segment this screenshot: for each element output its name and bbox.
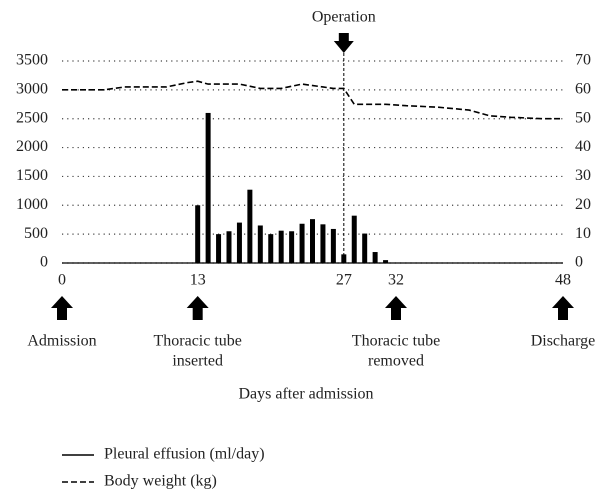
bar: [372, 252, 378, 263]
bar: [362, 233, 368, 263]
y-tick-label: 2000: [16, 138, 48, 155]
event-label: Admission: [27, 333, 96, 350]
bar: [247, 189, 253, 263]
y-tick-label: 500: [24, 225, 48, 242]
bar: [226, 231, 232, 263]
x-axis-label: Days after admission: [238, 386, 373, 403]
event-label: removed: [368, 353, 424, 370]
y-tick-label: 1000: [16, 196, 48, 213]
y2-tick-label: 10: [575, 225, 591, 242]
x-tick-label: 27: [336, 272, 352, 289]
event-arrow: [552, 296, 574, 320]
y2-tick-label: 0: [575, 254, 583, 271]
y2-tick-label: 30: [575, 167, 591, 184]
bar: [330, 228, 336, 263]
bar: [216, 234, 222, 263]
y-tick-label: 1500: [16, 167, 48, 184]
bar: [351, 215, 357, 263]
bar: [236, 222, 242, 263]
operation-arrow: [333, 33, 354, 53]
x-tick-label: 13: [190, 272, 206, 289]
y-tick-label: 0: [40, 254, 48, 271]
event-label: Thoracic tube: [352, 333, 440, 350]
x-tick-label: 0: [58, 272, 66, 289]
operation-label: Operation: [312, 9, 376, 26]
event-arrow: [186, 296, 209, 320]
bar: [195, 205, 201, 263]
y-tick-label: 2500: [16, 109, 48, 126]
y2-tick-label: 70: [575, 52, 591, 69]
event-arrow: [385, 296, 407, 320]
legend-label: Body weight (kg): [104, 473, 217, 490]
bar: [205, 112, 211, 263]
y-tick-label: 3000: [16, 81, 48, 98]
event-label: Thoracic tube: [153, 333, 241, 350]
bar: [289, 231, 295, 263]
x-tick-label: 48: [555, 272, 571, 289]
y2-tick-label: 40: [575, 138, 591, 155]
y-tick-label: 3500: [16, 52, 48, 69]
bar: [310, 219, 315, 263]
event-arrow: [51, 296, 73, 320]
y2-tick-label: 60: [575, 81, 591, 98]
bar: [278, 230, 284, 263]
x-tick-label: 32: [388, 272, 404, 289]
line: [62, 80, 563, 120]
bar: [299, 223, 305, 263]
legend-label: Pleural effusion (ml/day): [104, 446, 265, 463]
bar: [383, 260, 389, 263]
event-label: inserted: [172, 353, 223, 370]
y2-tick-label: 20: [575, 196, 591, 213]
bar: [257, 225, 263, 263]
bar: [268, 234, 274, 263]
event-label: Discharge: [531, 333, 596, 350]
bar: [320, 224, 326, 263]
y2-tick-label: 50: [575, 109, 591, 126]
